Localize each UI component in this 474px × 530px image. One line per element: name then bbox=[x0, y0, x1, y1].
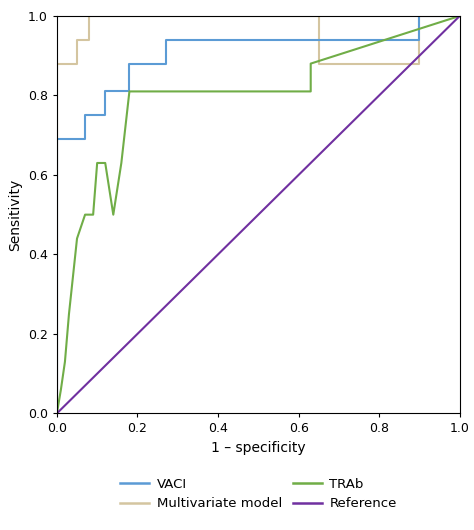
TRAb bbox=[308, 88, 314, 94]
VACI bbox=[163, 37, 169, 43]
Multivariate model bbox=[74, 60, 80, 67]
TRAb bbox=[127, 88, 132, 94]
Multivariate model bbox=[457, 13, 463, 19]
VACI bbox=[102, 88, 108, 94]
VACI bbox=[102, 112, 108, 118]
TRAb bbox=[82, 211, 88, 218]
Y-axis label: Sensitivity: Sensitivity bbox=[9, 179, 22, 251]
TRAb bbox=[90, 211, 96, 218]
Multivariate model bbox=[417, 60, 422, 67]
Multivariate model bbox=[74, 37, 80, 43]
VACI bbox=[82, 112, 88, 118]
Line: VACI: VACI bbox=[57, 16, 460, 413]
Multivariate model bbox=[316, 13, 321, 19]
Line: Multivariate model: Multivariate model bbox=[57, 16, 460, 413]
VACI bbox=[417, 13, 422, 19]
Legend: VACI, Multivariate model, TRAb, Reference: VACI, Multivariate model, TRAb, Referenc… bbox=[120, 478, 397, 510]
TRAb bbox=[66, 311, 72, 317]
Multivariate model bbox=[86, 13, 92, 19]
Multivariate model bbox=[54, 60, 60, 67]
TRAb bbox=[308, 60, 314, 67]
VACI bbox=[54, 410, 60, 417]
Multivariate model bbox=[54, 410, 60, 417]
TRAb bbox=[102, 160, 108, 166]
VACI bbox=[163, 60, 169, 67]
VACI bbox=[127, 60, 132, 67]
Line: TRAb: TRAb bbox=[57, 16, 460, 413]
VACI bbox=[457, 13, 463, 19]
TRAb bbox=[94, 160, 100, 166]
TRAb bbox=[110, 211, 116, 218]
TRAb bbox=[118, 160, 124, 166]
Multivariate model bbox=[417, 13, 422, 19]
TRAb bbox=[54, 410, 60, 417]
X-axis label: 1 – specificity: 1 – specificity bbox=[211, 441, 306, 455]
TRAb bbox=[135, 88, 140, 94]
TRAb bbox=[62, 359, 68, 365]
VACI bbox=[82, 136, 88, 142]
VACI bbox=[417, 37, 422, 43]
TRAb bbox=[58, 386, 64, 393]
VACI bbox=[127, 88, 132, 94]
Multivariate model bbox=[86, 37, 92, 43]
VACI bbox=[54, 136, 60, 142]
Multivariate model bbox=[316, 60, 321, 67]
TRAb bbox=[457, 13, 463, 19]
TRAb bbox=[74, 235, 80, 242]
